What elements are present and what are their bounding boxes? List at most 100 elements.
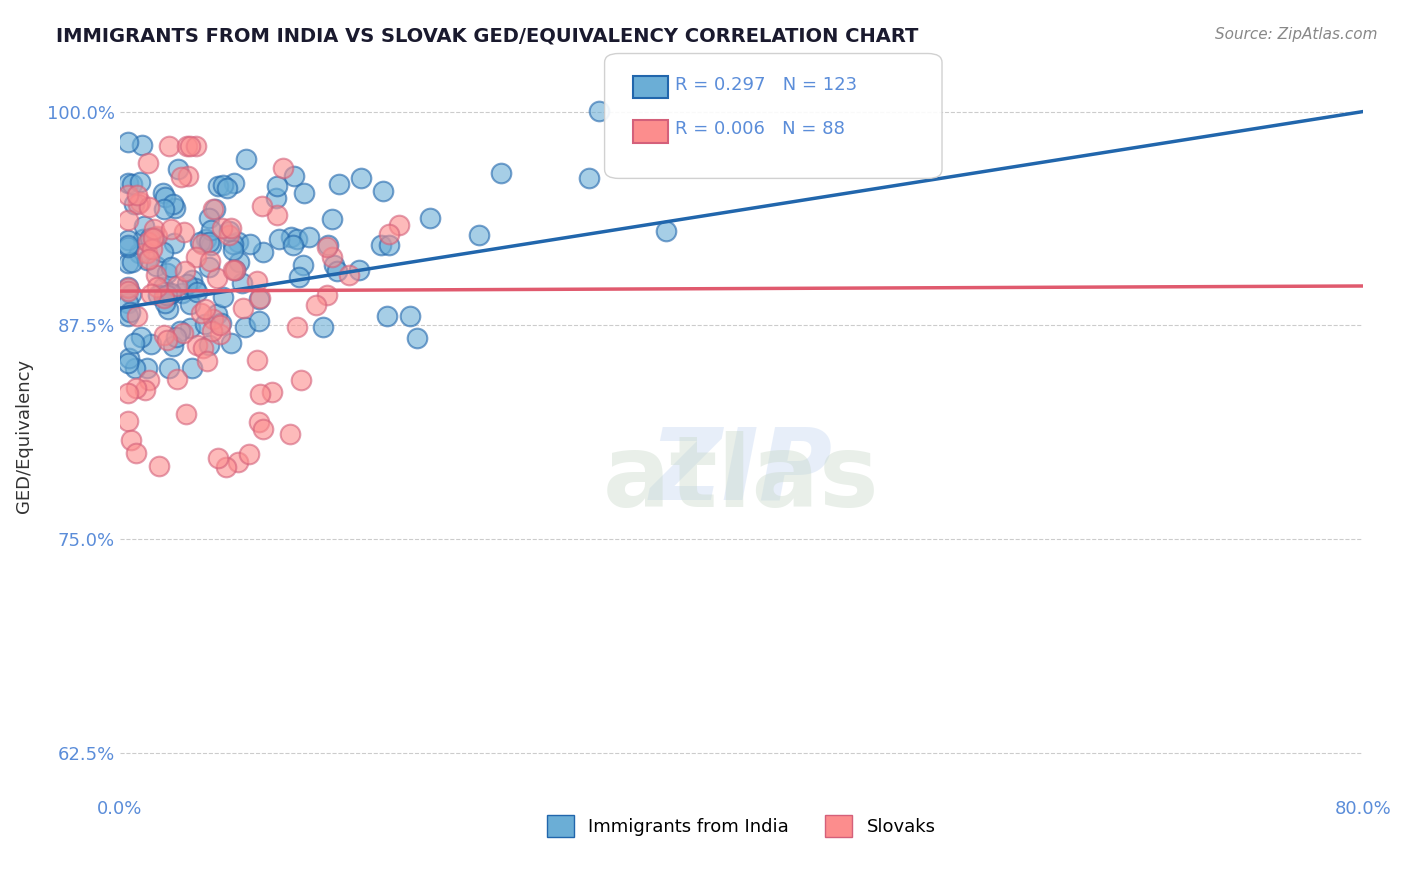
Immigrants from India [316,238,339,252]
Immigrants from India [377,309,399,323]
Slovaks [155,333,177,347]
Slovaks [170,169,193,184]
Slovaks [145,268,167,283]
Immigrants from India [121,255,143,269]
Slovaks [193,341,215,355]
Immigrants from India [166,161,188,176]
Immigrants from India [294,186,316,201]
Slovaks [153,328,176,343]
Immigrants from India [117,238,139,252]
Immigrants from India [222,243,245,257]
Immigrants from India [176,277,198,291]
Immigrants from India [146,288,169,302]
Immigrants from India [188,235,211,249]
Slovaks [173,226,195,240]
Immigrants from India [132,231,155,245]
Slovaks [195,353,218,368]
Immigrants from India [350,170,373,185]
Immigrants from India [153,290,176,304]
Immigrants from India [588,103,610,118]
Slovaks [201,202,224,216]
Slovaks [190,306,212,320]
Immigrants from India [247,314,270,328]
Slovaks [266,207,288,221]
Slovaks [198,254,221,268]
Slovaks [290,373,312,387]
Immigrants from India [222,237,245,252]
Immigrants from India [129,330,152,344]
Text: Source: ZipAtlas.com: Source: ZipAtlas.com [1215,27,1378,42]
Slovaks [136,245,159,260]
Immigrants from India [139,231,162,245]
Slovaks [157,138,180,153]
Slovaks [176,138,198,153]
Slovaks [211,220,233,235]
Immigrants from India [264,191,287,205]
Slovaks [184,138,207,153]
Immigrants from India [198,260,221,275]
Slovaks [226,455,249,469]
Immigrants from India [122,336,145,351]
Immigrants from India [163,201,186,215]
Slovaks [222,263,245,277]
Immigrants from India [328,177,350,191]
Immigrants from India [117,309,139,323]
Slovaks [166,278,188,293]
Slovaks [209,318,232,332]
Slovaks [128,194,150,209]
Slovaks [305,298,328,312]
Immigrants from India [159,287,181,301]
Slovaks [117,386,139,401]
Slovaks [173,264,195,278]
Slovaks [238,447,260,461]
Immigrants from India [200,238,222,252]
Slovaks [172,326,194,341]
Slovaks [117,213,139,227]
Slovaks [194,302,217,317]
Immigrants from India [136,361,159,376]
Immigrants from India [179,297,201,311]
Immigrants from India [136,253,159,268]
Immigrants from India [247,292,270,306]
Immigrants from India [152,279,174,293]
Immigrants from India [156,288,179,302]
Immigrants from India [124,361,146,376]
Immigrants from India [181,273,204,287]
Immigrants from India [292,258,315,272]
Immigrants from India [117,351,139,365]
Slovaks [285,320,308,334]
Immigrants from India [122,196,145,211]
Immigrants from India [219,335,242,350]
Slovaks [127,197,149,211]
Immigrants from India [266,179,288,194]
Immigrants from India [160,286,183,301]
Slovaks [219,220,242,235]
Immigrants from India [252,245,274,260]
Immigrants from India [283,169,305,183]
Slovaks [260,385,283,400]
Immigrants from India [129,175,152,189]
Immigrants from India [120,305,142,319]
Immigrants from India [467,227,489,242]
Slovaks [136,235,159,250]
Slovaks [136,156,159,170]
Slovaks [143,222,166,236]
Slovaks [321,250,343,264]
Slovaks [160,222,183,236]
Slovaks [315,288,337,302]
Slovaks [177,169,200,183]
Immigrants from India [239,237,262,252]
Slovaks [176,407,198,421]
Slovaks [146,280,169,294]
Immigrants from India [194,232,217,246]
Immigrants from India [233,320,256,334]
Slovaks [179,138,201,153]
Immigrants from India [169,325,191,339]
Text: R = 0.006   N = 88: R = 0.006 N = 88 [675,120,845,138]
Slovaks [378,227,401,242]
Immigrants from India [152,245,174,260]
Immigrants from India [117,176,139,190]
Slovaks [249,291,271,305]
Slovaks [117,187,139,202]
Text: R = 0.297   N = 123: R = 0.297 N = 123 [675,76,858,94]
